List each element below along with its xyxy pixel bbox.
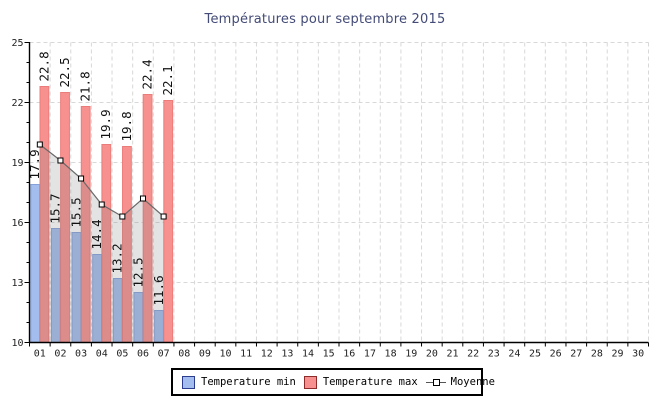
bar-value-label: 14.4 (89, 219, 104, 249)
x-tick-label: 27 (570, 349, 582, 360)
x-tick-label: 17 (364, 349, 376, 360)
bar-value-label: 22.1 (160, 65, 175, 95)
moyenne-marker (119, 213, 126, 220)
y-tick-label: 13 (11, 278, 23, 289)
x-tick-label: 21 (446, 349, 458, 360)
x-tick-label: 04 (96, 349, 108, 360)
x-tick-label: 06 (137, 349, 149, 360)
x-tick-label: 05 (116, 349, 128, 360)
y-tick-label: 10 (11, 338, 23, 349)
bar-value-label: 22.5 (57, 57, 72, 87)
bar-value-label: 17.9 (27, 149, 42, 179)
bar-value-label: 22.4 (139, 59, 154, 89)
x-tick-label: 20 (426, 349, 438, 360)
bar-value-label: 12.5 (130, 257, 145, 287)
legend-label-moyenne: Moyenne (450, 376, 495, 388)
legend-label-max: Temperature max (322, 376, 418, 388)
x-tick-label: 28 (591, 349, 603, 360)
y-tick-label: 19 (11, 158, 23, 169)
x-tick-label: 10 (219, 349, 231, 360)
x-tick-label: 03 (75, 349, 87, 360)
x-tick-label: 15 (323, 349, 335, 360)
bar-value-label: 22.8 (36, 51, 51, 81)
legend-moyenne-line-icon (425, 378, 446, 387)
x-tick-label: 23 (488, 349, 500, 360)
moyenne-marker (160, 213, 167, 220)
moyenne-marker (36, 141, 43, 148)
x-tick-label: 11 (240, 349, 252, 360)
x-tick-label: 26 (550, 349, 562, 360)
x-tick-label: 19 (405, 349, 417, 360)
moyenne-marker (78, 175, 85, 182)
legend: Temperature min Temperature max Moyenne (171, 368, 495, 396)
moyenne-marker (139, 195, 146, 202)
y-tick-label: 25 (11, 38, 23, 49)
bar-value-label: 19.8 (119, 111, 134, 141)
x-tick-label: 22 (467, 349, 479, 360)
x-tick-label: 18 (385, 349, 397, 360)
legend-swatch-min-icon (182, 375, 195, 389)
x-tick-label: 13 (281, 349, 293, 360)
bar-value-label: 21.8 (78, 71, 93, 101)
bar-value-label: 15.5 (68, 197, 83, 227)
x-tick-label: 01 (34, 349, 46, 360)
x-tick-label: 02 (54, 349, 66, 360)
legend-label-min: Temperature min (201, 376, 296, 388)
x-tick-label: 08 (178, 349, 190, 360)
bar-value-label: 11.6 (151, 275, 166, 305)
x-tick-label: 25 (529, 349, 541, 360)
moyenne-marker (57, 157, 64, 164)
legend-swatch-max-icon (303, 375, 317, 389)
bar-value-label: 19.9 (98, 109, 113, 139)
x-tick-label: 16 (343, 349, 355, 360)
x-tick-label: 29 (612, 349, 624, 360)
x-tick-label: 07 (158, 349, 170, 360)
min-bar (30, 184, 41, 343)
bar-value-label: 13.2 (110, 243, 125, 273)
x-tick-label: 30 (632, 349, 644, 360)
chart-title: Températures pour septembre 2015 (204, 12, 446, 27)
bar-value-label: 15.7 (48, 193, 63, 223)
moyenne-marker (98, 201, 105, 208)
x-tick-label: 09 (199, 349, 211, 360)
moyenne-area (39, 144, 164, 343)
y-tick-label: 22 (11, 98, 23, 109)
y-tick-label: 16 (11, 218, 23, 229)
x-tick-label: 12 (261, 349, 273, 360)
x-tick-label: 14 (302, 349, 314, 360)
x-tick-label: 24 (508, 349, 520, 360)
